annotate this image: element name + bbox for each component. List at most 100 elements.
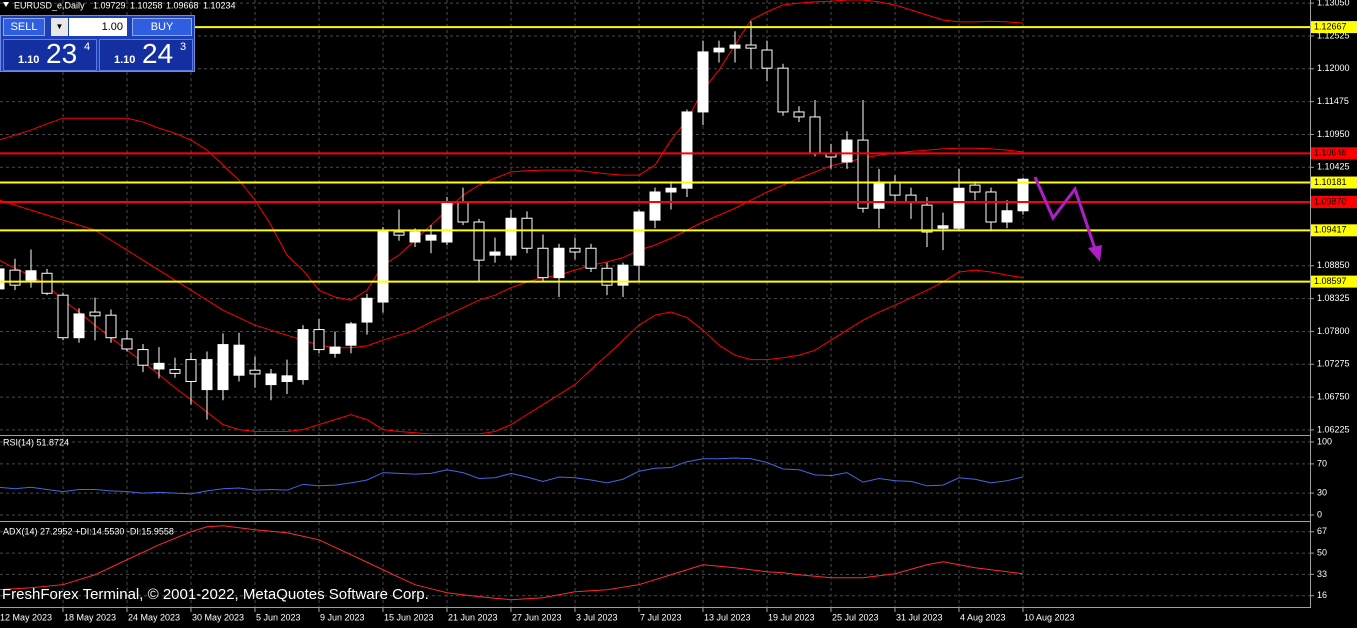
candle-body [201, 359, 213, 391]
ohlc-close: 1.10234 [203, 0, 236, 10]
y-tick-label: 1.10425 [1317, 162, 1350, 172]
indicator-line [0, 525, 1024, 601]
x-tick-label: 27 Jun 2023 [512, 612, 562, 622]
x-tick-label: 15 Jun 2023 [384, 612, 434, 622]
candle-body [217, 344, 229, 391]
candle-body [729, 44, 741, 49]
candle-body [841, 139, 853, 163]
forecast-arrow [1033, 176, 1102, 262]
candle-body [857, 139, 869, 209]
candle-body [617, 264, 629, 286]
volume-input[interactable]: 1.00 [69, 18, 127, 36]
candle-body [409, 231, 421, 243]
candle-body [9, 269, 21, 286]
y-tick-label: 33 [1317, 569, 1327, 579]
y-tick-label: 1.10950 [1317, 129, 1350, 139]
price-level-tag [1311, 224, 1357, 237]
indicator-line [0, 457, 1024, 495]
bid-quote[interactable]: 1.10 23 4 [3, 38, 97, 71]
price-level-label: 1.10648 [1314, 148, 1347, 158]
candle-body [889, 181, 901, 196]
x-tick-label: 7 Jul 2023 [640, 612, 682, 622]
y-tick-label: 70 [1317, 458, 1327, 468]
candle-body [361, 297, 373, 323]
candle-body [313, 329, 325, 351]
x-tick-label: 25 Jul 2023 [832, 612, 879, 622]
x-tick-label: 30 May 2023 [192, 612, 244, 622]
bid-small: 4 [84, 41, 91, 53]
candle-body [0, 268, 5, 290]
one-click-trading-panel: SELL ▼ 1.00 BUY 1.10 23 4 1.10 24 3 [0, 15, 195, 72]
x-tick-label: 19 Jul 2023 [768, 612, 815, 622]
candle-body [697, 51, 709, 113]
candle-body [345, 323, 357, 346]
candle-body [297, 329, 309, 381]
price-level-tag [1311, 176, 1357, 189]
indicator-line [0, 0, 1024, 301]
candle-body [793, 111, 805, 118]
candle-body [713, 47, 725, 53]
candle-body [905, 194, 917, 203]
candle-body [41, 272, 53, 294]
candle-body [233, 344, 245, 376]
candle-body [969, 184, 981, 193]
candle-body [665, 187, 677, 193]
candle-body [473, 221, 485, 261]
candle-body [153, 362, 165, 370]
symbol-icon [3, 2, 9, 7]
candle-body [937, 225, 949, 229]
y-tick-label: 100 [1317, 436, 1332, 446]
candle-body [953, 187, 965, 229]
candle-body [457, 201, 469, 223]
candle-body [585, 247, 597, 269]
x-tick-label: 5 Jun 2023 [256, 612, 301, 622]
x-tick-label: 3 Jul 2023 [576, 612, 618, 622]
ask-prefix: 1.10 [114, 54, 136, 66]
candle-body [441, 201, 453, 243]
price-level-tag [1311, 195, 1357, 208]
candle-body [105, 314, 117, 339]
price-level-tag [1311, 275, 1357, 288]
y-tick-label: 1.06750 [1317, 391, 1350, 401]
y-tick-label: 1.06225 [1317, 424, 1350, 434]
plot-layers [0, 0, 1310, 607]
candle-body [249, 369, 261, 375]
watermark: FreshForex Terminal, © 2001-2022, MetaQu… [2, 586, 429, 603]
candle-body [761, 49, 773, 69]
y-tick-label: 30 [1317, 487, 1327, 497]
chart-title: EURUSD_e,Daily [14, 0, 85, 10]
ohlc-low: 1.09668 [166, 0, 199, 10]
volume-spinner[interactable]: ▼ [51, 18, 68, 36]
candle-body [393, 231, 405, 236]
price-level-tag [1311, 21, 1357, 34]
candle-body [121, 338, 133, 350]
x-tick-label: 21 Jun 2023 [448, 612, 498, 622]
bid-big: 23 [46, 38, 78, 69]
sell-button[interactable]: SELL [3, 18, 45, 36]
candle-body [329, 346, 341, 354]
ask-quote[interactable]: 1.10 24 3 [99, 38, 193, 71]
candle-body [745, 44, 757, 49]
panel-plot [0, 457, 1024, 495]
candle-body [921, 204, 933, 233]
candle-body [169, 369, 181, 374]
buy-button[interactable]: BUY [132, 18, 192, 36]
ohlc-high: 1.10258 [130, 0, 163, 10]
candle-body [649, 191, 661, 221]
x-tick-label: 12 May 2023 [0, 612, 52, 622]
candle-body [489, 251, 501, 256]
x-tick-label: 18 May 2023 [64, 612, 116, 622]
candle-body [73, 313, 85, 339]
candle-body [553, 247, 565, 279]
bid-prefix: 1.10 [18, 54, 40, 66]
panel-plot [0, 0, 1029, 434]
x-tick-label: 31 Jul 2023 [896, 612, 943, 622]
candle-body [777, 67, 789, 113]
price-level-label: 1.09417 [1314, 225, 1347, 235]
ask-small: 3 [180, 41, 187, 53]
candle-body [185, 359, 197, 382]
candle-body [681, 111, 693, 189]
